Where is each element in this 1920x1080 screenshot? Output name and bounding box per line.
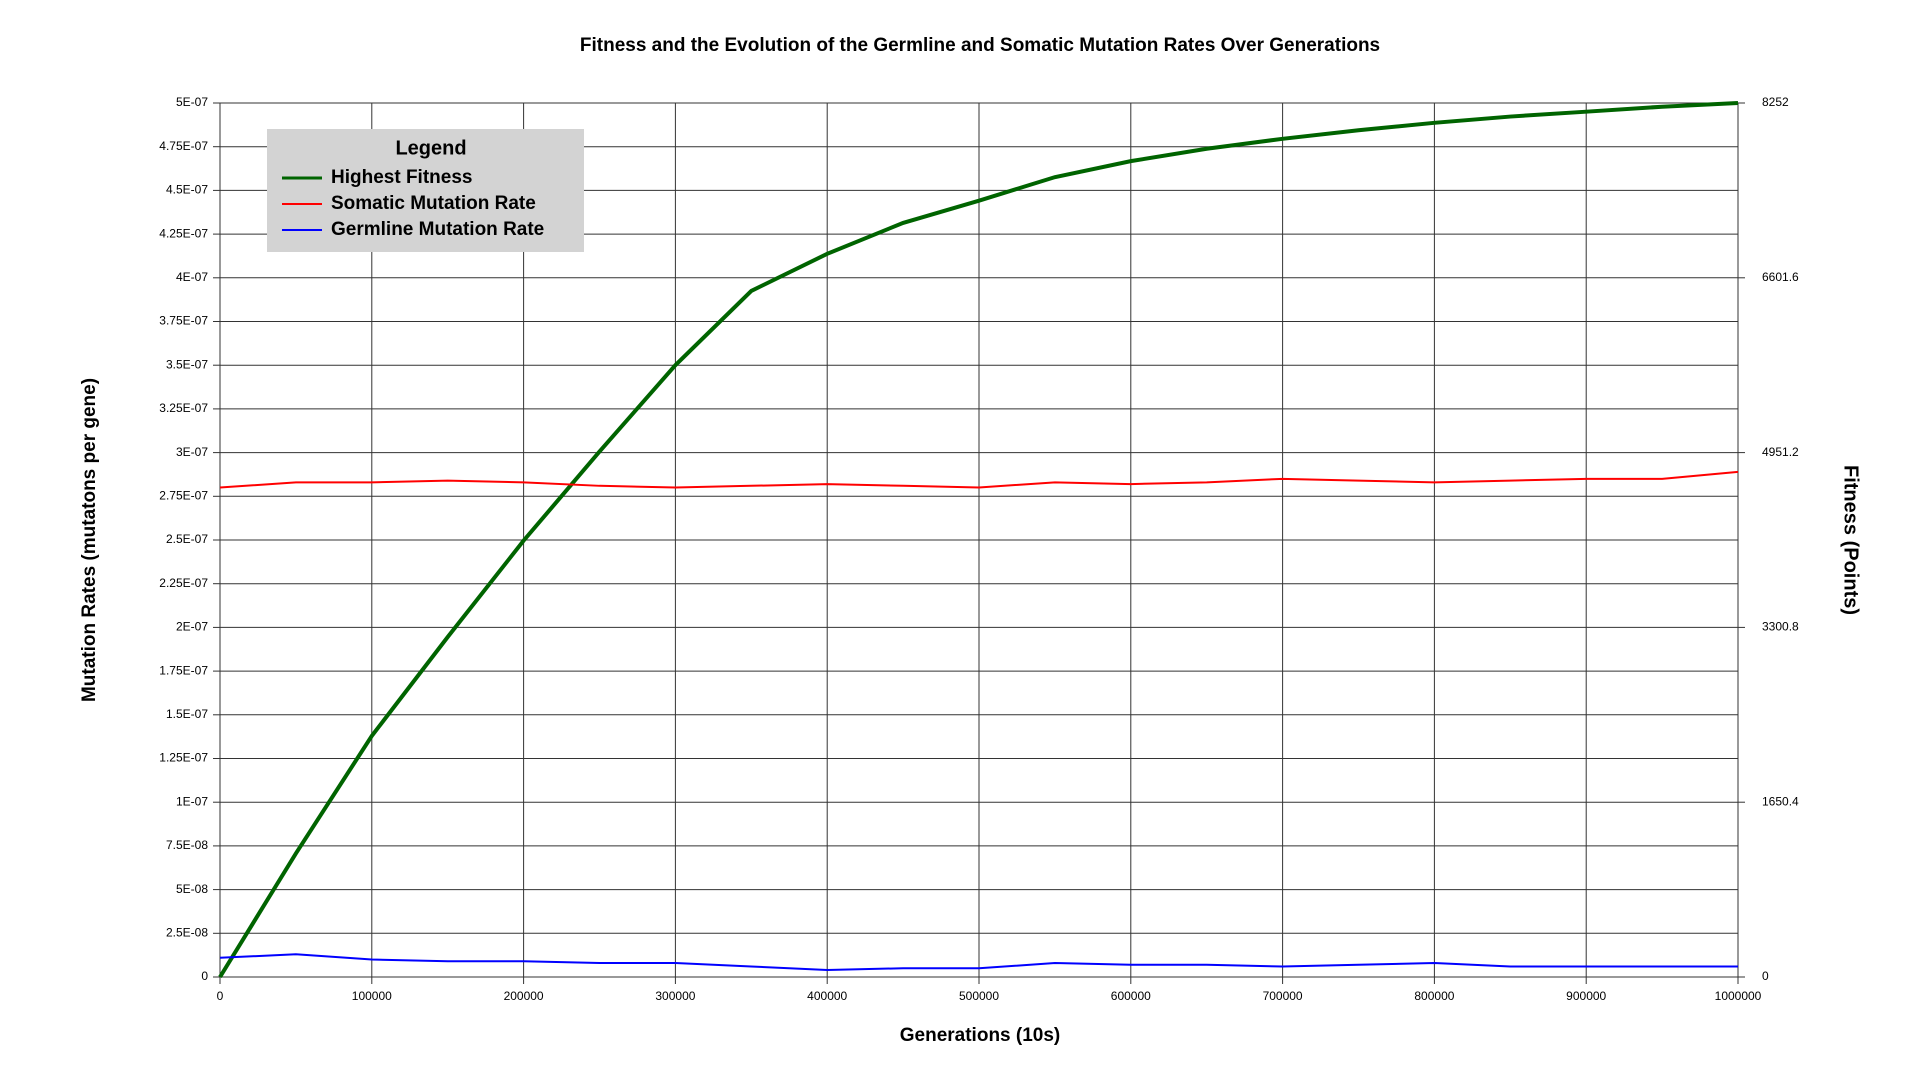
y-axis-label: Mutation Rates (mutatons per gene) (79, 378, 100, 702)
y-tick-label: 1E-07 (176, 794, 208, 808)
legend-title: Legend (395, 137, 466, 159)
y-tick-label: 5E-07 (176, 95, 208, 109)
legend-label: Highest Fitness (331, 167, 472, 188)
x-tick-label: 600000 (1111, 989, 1151, 1003)
legend-box (267, 129, 584, 252)
y-tick-label: 4.5E-07 (166, 183, 208, 197)
y2-tick-label: 8252 (1762, 95, 1789, 109)
x-axis-label: Generations (10s) (900, 1025, 1061, 1046)
y-tick-label: 1.5E-07 (166, 707, 208, 721)
x-tick-label: 1000000 (1715, 989, 1762, 1003)
x-tick-label: 500000 (959, 989, 999, 1003)
y-tick-label: 3E-07 (176, 445, 208, 459)
y2-tick-label: 0 (1762, 969, 1769, 983)
x-tick-label: 100000 (352, 989, 392, 1003)
y-tick-label: 2.5E-08 (166, 925, 208, 939)
x-tick-label: 400000 (807, 989, 847, 1003)
y2-tick-label: 6601.6 (1762, 270, 1799, 284)
x-tick-label: 0 (217, 989, 224, 1003)
y-tick-label: 3.25E-07 (159, 401, 208, 415)
x-tick-label: 200000 (504, 989, 544, 1003)
legend-label: Somatic Mutation Rate (331, 193, 536, 214)
y-tick-label: 2.25E-07 (159, 576, 208, 590)
y-tick-label: 5E-08 (176, 882, 208, 896)
y-tick-label: 2.75E-07 (159, 488, 208, 502)
y-tick-label: 4.75E-07 (159, 139, 208, 153)
series-line (219, 470, 1739, 489)
y-tick-label: 1.25E-07 (159, 751, 208, 765)
y-tick-label: 4.25E-07 (159, 226, 208, 240)
y-tick-label: 7.5E-08 (166, 838, 208, 852)
y-tick-label: 1.75E-07 (159, 663, 208, 677)
y-tick-label: 2.5E-07 (166, 532, 208, 546)
y2-tick-label: 3300.8 (1762, 620, 1799, 634)
y-tick-label: 0 (201, 969, 208, 983)
legend-label: Germline Mutation Rate (331, 219, 544, 240)
y-tick-label: 3.75E-07 (159, 314, 208, 328)
series-line (218, 101, 1739, 979)
x-tick-label: 700000 (1263, 989, 1303, 1003)
chart-title: Fitness and the Evolution of the Germlin… (580, 35, 1380, 56)
y-tick-label: 2E-07 (176, 620, 208, 634)
x-tick-label: 900000 (1566, 989, 1606, 1003)
y2-tick-label: 4951.2 (1762, 445, 1799, 459)
y2-tick-label: 1650.4 (1762, 794, 1799, 808)
y2-axis-label: Fitness (Points) (1840, 465, 1862, 615)
x-tick-label: 300000 (655, 989, 695, 1003)
plot-frame (219, 102, 1739, 978)
y-tick-label: 4E-07 (176, 270, 208, 284)
x-tick-label: 800000 (1414, 989, 1454, 1003)
legend: Legend Highest Fitness Somatic Mutation Ra… (267, 129, 584, 252)
y-tick-label: 3.5E-07 (166, 357, 208, 371)
series-line (219, 953, 1738, 972)
